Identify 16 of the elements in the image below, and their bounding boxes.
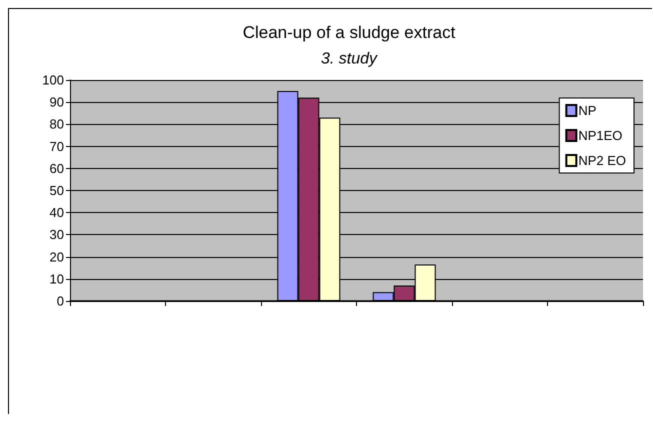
y-tick-label: 100: [42, 72, 64, 88]
y-tick-label: 50: [50, 183, 64, 198]
y-tick-label: 0: [56, 294, 64, 308]
chart-title: Clean-up of a sludge extract: [242, 23, 456, 42]
y-tick-label: 40: [50, 205, 64, 220]
chart-subtitle: 3. study: [320, 50, 378, 68]
y-tick-label: 20: [50, 249, 64, 264]
legend-label: NP: [578, 103, 596, 118]
y-tick-label: 10: [50, 271, 64, 286]
legend-label: NP2 EO: [578, 153, 626, 168]
y-tick-label: 80: [50, 116, 64, 132]
legend-label: NP1EO: [578, 128, 622, 143]
y-tick-label: 60: [50, 160, 64, 176]
y-tick-label: 70: [50, 138, 64, 154]
y-tick-label: 30: [50, 227, 64, 242]
y-tick-label: 90: [50, 94, 64, 110]
